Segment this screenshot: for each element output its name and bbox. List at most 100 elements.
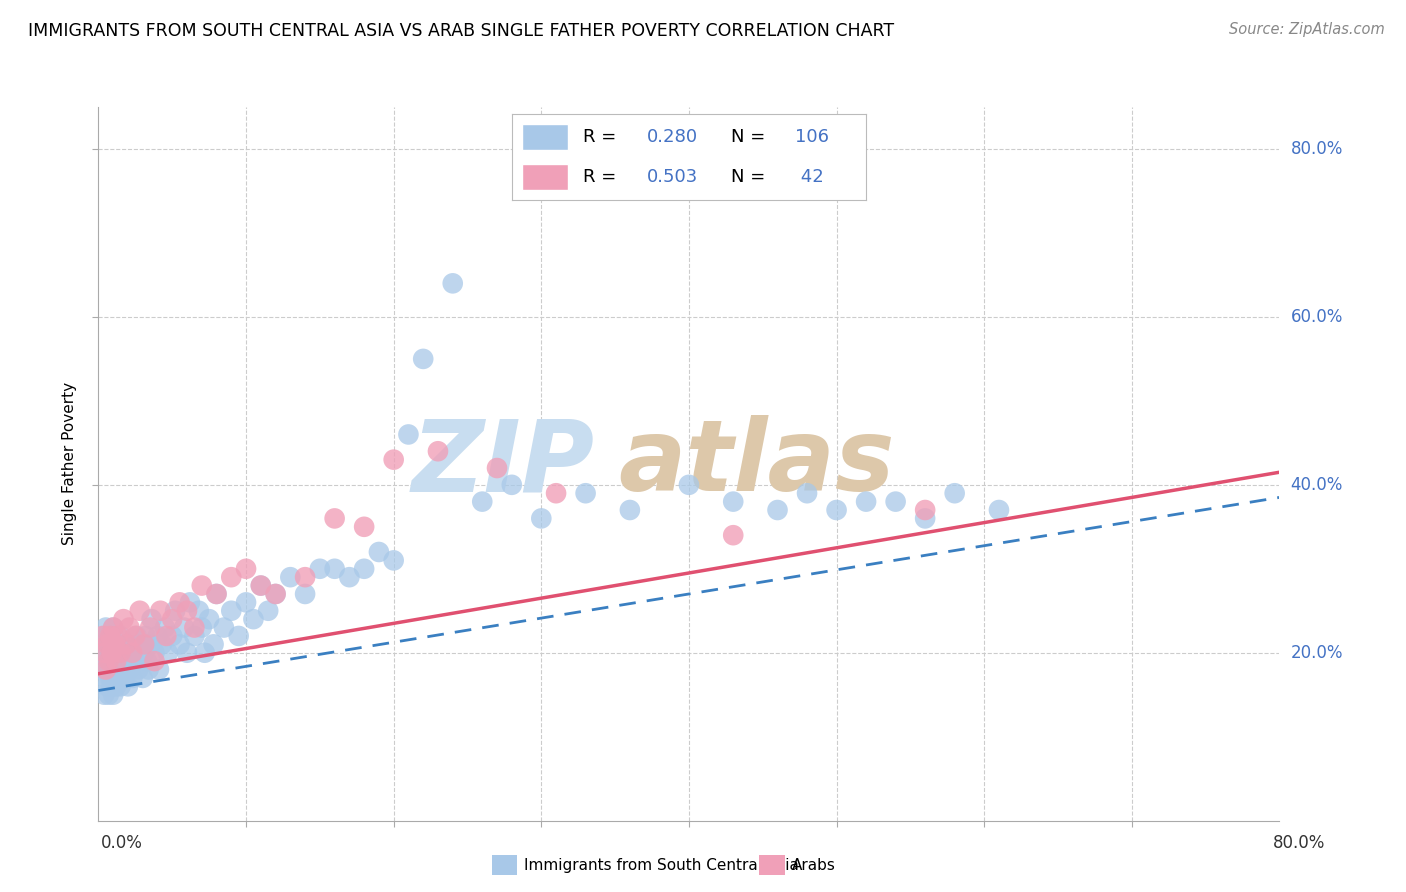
Point [118, 663, 141, 677]
Point [120, 646, 142, 660]
Point [148, 663, 170, 677]
Point [121, 671, 143, 685]
Point [169, 595, 191, 609]
Point [173, 621, 195, 635]
Point [94, 637, 117, 651]
Point [143, 646, 166, 660]
Y-axis label: Single Father Poverty: Single Father Poverty [62, 383, 77, 545]
Point [110, 629, 132, 643]
Point [97, 654, 120, 668]
Point [987, 503, 1010, 517]
Point [93, 629, 115, 643]
Point [721, 528, 744, 542]
Point [353, 520, 375, 534]
Point [107, 637, 129, 651]
Point [97, 646, 120, 660]
Point [108, 671, 131, 685]
Point [98, 654, 121, 668]
Point [100, 679, 122, 693]
Point [796, 486, 818, 500]
Text: Immigrants from South Central Asia: Immigrants from South Central Asia [524, 858, 800, 872]
Point [96, 679, 118, 693]
Point [105, 654, 128, 668]
Text: atlas: atlas [619, 416, 894, 512]
Point [219, 570, 242, 584]
Point [141, 612, 163, 626]
Point [309, 562, 332, 576]
Point [914, 511, 936, 525]
Text: ZIP: ZIP [412, 416, 595, 512]
Point [132, 671, 155, 685]
Point [176, 646, 198, 660]
Point [264, 587, 287, 601]
Point [98, 629, 121, 643]
Point [100, 637, 122, 651]
Point [337, 570, 360, 584]
Point [212, 621, 235, 635]
Point [118, 621, 141, 635]
Point [110, 646, 132, 660]
Point [124, 654, 146, 668]
Point [427, 444, 450, 458]
Point [94, 663, 117, 677]
Point [136, 654, 159, 668]
Point [138, 663, 160, 677]
Point [250, 578, 273, 592]
Point [149, 604, 172, 618]
Point [90, 663, 112, 677]
Point [194, 646, 217, 660]
Point [135, 629, 157, 643]
Point [191, 621, 214, 635]
Point [205, 587, 228, 601]
Point [323, 511, 346, 525]
Point [100, 663, 122, 677]
Point [104, 637, 127, 651]
Point [107, 663, 129, 677]
Point [278, 570, 302, 584]
Point [104, 671, 127, 685]
Point [914, 503, 936, 517]
Point [257, 604, 280, 618]
Point [294, 587, 316, 601]
Point [183, 621, 205, 635]
Point [104, 646, 127, 660]
Point [156, 646, 179, 660]
Point [115, 654, 138, 668]
Point [471, 494, 494, 508]
Point [112, 612, 135, 626]
Point [134, 637, 156, 651]
Point [179, 595, 201, 609]
Point [139, 637, 162, 651]
Point [574, 486, 596, 500]
Text: 0.0%: 0.0% [101, 834, 143, 852]
Point [128, 637, 150, 651]
Point [117, 637, 139, 651]
Text: 80.0%: 80.0% [1272, 834, 1324, 852]
Point [105, 679, 128, 693]
Point [396, 427, 419, 442]
Point [110, 654, 132, 668]
Point [100, 646, 122, 660]
Point [368, 545, 391, 559]
Point [110, 679, 132, 693]
Point [176, 604, 198, 618]
Point [155, 629, 177, 643]
Point [96, 663, 118, 677]
Point [353, 562, 375, 576]
Text: 40.0%: 40.0% [1291, 475, 1343, 494]
Point [202, 637, 225, 651]
Text: 60.0%: 60.0% [1291, 308, 1343, 326]
Point [228, 629, 250, 643]
Point [264, 587, 287, 601]
Text: IMMIGRANTS FROM SOUTH CENTRAL ASIA VS ARAB SINGLE FATHER POVERTY CORRELATION CHA: IMMIGRANTS FROM SOUTH CENTRAL ASIA VS AR… [28, 22, 894, 40]
Point [150, 637, 173, 651]
Point [103, 654, 125, 668]
Text: 20.0%: 20.0% [1291, 644, 1343, 662]
Point [235, 562, 257, 576]
Point [112, 646, 135, 660]
Point [162, 612, 183, 626]
Point [94, 671, 117, 685]
Point [242, 612, 264, 626]
Point [855, 494, 877, 508]
Point [117, 679, 139, 693]
